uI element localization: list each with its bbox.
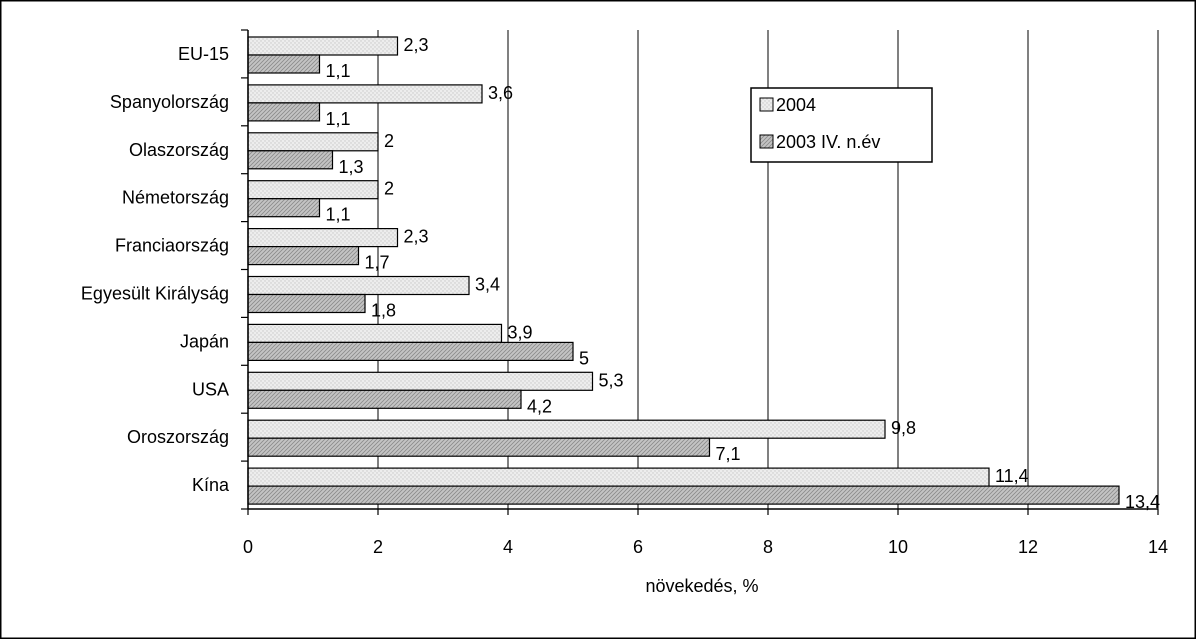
bar-2003-iv-3: [247, 198, 321, 218]
category-label-2: Olaszország: [129, 140, 229, 160]
bar-2003-iv-6: [247, 341, 574, 361]
data-label-2003-iv-5: 1,8: [371, 301, 396, 321]
bar-2003-iv-0: [247, 54, 321, 74]
x-axis-title: növekedés, %: [645, 576, 758, 596]
data-label-2004-3: 2: [384, 179, 394, 199]
x-tick-label-3: 6: [633, 537, 643, 557]
data-label-2004-0: 2,3: [404, 35, 429, 55]
data-label-2004-5: 3,4: [475, 275, 500, 295]
bar-2004-7: [247, 371, 594, 391]
data-label-2004-2: 2: [384, 131, 394, 151]
bar-2003-iv-9: [247, 485, 1120, 505]
x-tick-labels: 0 2 4 6 8 10 12 14: [243, 537, 1168, 557]
legend: 2004 2003 IV. n.év: [750, 87, 933, 163]
bar-2003-iv-4: [247, 246, 360, 266]
data-label-2003-iv-6: 5: [579, 348, 589, 368]
data-labels: 2,3 1,1 3,6 1,1 2 1,3 2 1,1 2,3 1,7 3,4 1,8 3,9 5 5,3 4…: [326, 35, 1161, 512]
axes: [241, 29, 1159, 515]
legend-swatch-2003: [759, 134, 774, 149]
legend-box: [750, 87, 933, 163]
category-label-3: Németország: [122, 188, 229, 208]
bar-2004-9: [247, 467, 990, 487]
x-tick-label-2: 4: [503, 537, 513, 557]
data-label-2004-1: 3,6: [488, 83, 513, 103]
x-tick-label-4: 8: [763, 537, 773, 557]
category-label-4: Franciaország: [115, 236, 229, 256]
bar-2003-iv-2: [247, 150, 334, 170]
x-tick-label-7: 14: [1148, 537, 1168, 557]
x-tick-label-5: 10: [888, 537, 908, 557]
bar-2004-5: [247, 275, 470, 296]
data-label-2003-iv-9: 13,4: [1125, 492, 1160, 512]
data-label-2004-4: 2,3: [404, 227, 429, 247]
data-label-2003-iv-3: 1,1: [326, 205, 351, 225]
category-label-6: Japán: [180, 331, 229, 351]
bar-2004-0: [247, 36, 399, 56]
bar-2004-3: [247, 180, 379, 200]
bar-2004-4: [247, 228, 399, 248]
x-tick-label-0: 0: [243, 537, 253, 557]
bar-2004-6: [247, 323, 503, 343]
category-label-9: Kína: [192, 475, 230, 495]
category-label-1: Spanyolország: [110, 92, 229, 112]
data-label-2004-7: 5,3: [599, 370, 624, 390]
x-tick-label-6: 12: [1018, 537, 1038, 557]
legend-swatch-2004: [759, 97, 774, 112]
x-tick-label-1: 2: [373, 537, 383, 557]
bars: [247, 36, 1120, 505]
data-label-2003-iv-1: 1,1: [326, 109, 351, 129]
data-label-2004-9: 11,4: [995, 466, 1029, 486]
category-label-0: EU-15: [178, 44, 229, 64]
category-label-5: Egyesült Királyság: [81, 284, 229, 304]
data-label-2003-iv-8: 7,1: [716, 444, 741, 464]
legend-label-2003-iv: 2003 IV. n.év: [776, 132, 880, 152]
data-label-2003-iv-2: 1,3: [339, 157, 364, 177]
category-label-8: Oroszország: [127, 427, 229, 447]
bar-2003-iv-1: [247, 102, 321, 122]
data-label-2003-iv-0: 1,1: [326, 61, 351, 81]
data-label-2004-8: 9,8: [891, 418, 916, 438]
data-label-2003-iv-7: 4,2: [527, 396, 552, 416]
bar-2003-iv-7: [247, 389, 522, 409]
data-label-2003-iv-4: 1,7: [365, 253, 390, 273]
bar-2003-iv-5: [247, 293, 366, 314]
bar-2003-iv-8: [247, 437, 711, 457]
bar-2004-1: [247, 84, 483, 104]
data-label-2004-6: 3,9: [508, 322, 533, 342]
bar-2004-8: [247, 419, 886, 439]
category-labels: EU-15 Spanyolország Olaszország Németország…: [81, 44, 230, 495]
category-label-7: USA: [192, 379, 229, 399]
bar-2004-2: [247, 132, 379, 152]
legend-label-2004: 2004: [776, 95, 816, 115]
